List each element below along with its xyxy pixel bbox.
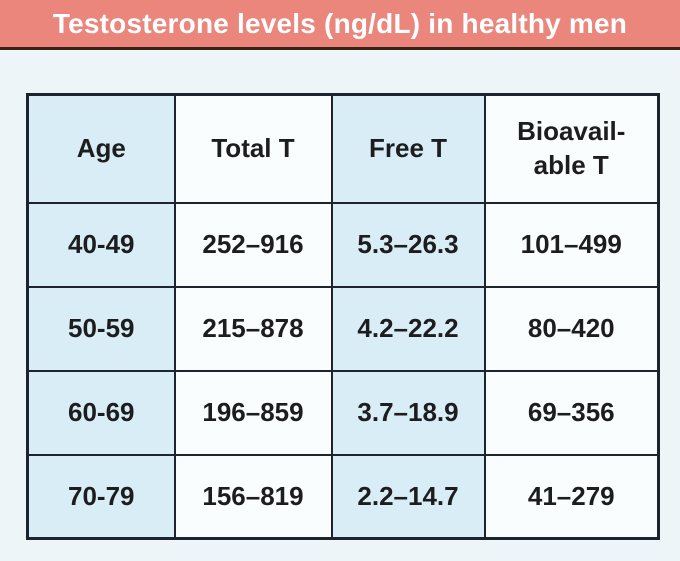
column-header-bioavailable-t: Bioavail- able T: [483, 93, 660, 204]
column-header-age: Age: [26, 93, 176, 204]
cell-free-t: 4.2–22.2: [330, 285, 486, 372]
cell-bioavailable-t: 101–499: [483, 201, 660, 288]
table-row: 70-79 156–819 2.2–14.7 41–279: [26, 453, 660, 540]
cell-total-t: 156–819: [173, 453, 333, 540]
cell-bioavailable-t: 80–420: [483, 285, 660, 372]
cell-free-t: 5.3–26.3: [330, 201, 486, 288]
cell-total-t: 215–878: [173, 285, 333, 372]
cell-age: 60-69: [26, 369, 176, 456]
table-row: 60-69 196–859 3.7–18.9 69–356: [26, 369, 660, 456]
cell-age: 40-49: [26, 201, 176, 288]
cell-bioavailable-t: 69–356: [483, 369, 660, 456]
cell-bioavailable-t: 41–279: [483, 453, 660, 540]
column-header-free-t: Free T: [330, 93, 486, 204]
cell-age: 70-79: [26, 453, 176, 540]
cell-free-t: 2.2–14.7: [330, 453, 486, 540]
cell-age: 50-59: [26, 285, 176, 372]
table-row: 50-59 215–878 4.2–22.2 80–420: [26, 285, 660, 372]
title-bar: Testosterone levels (ng/dL) in healthy m…: [0, 0, 680, 50]
cell-total-t: 252–916: [173, 201, 333, 288]
testosterone-levels-table: Age Total T Free T Bioavail- able T 40-4…: [26, 93, 660, 540]
header-row: Age Total T Free T Bioavail- able T: [26, 93, 660, 204]
infographic-page: Testosterone levels (ng/dL) in healthy m…: [0, 0, 680, 540]
cell-free-t: 3.7–18.9: [330, 369, 486, 456]
cell-total-t: 196–859: [173, 369, 333, 456]
table-container: Age Total T Free T Bioavail- able T 40-4…: [26, 93, 660, 540]
column-header-total-t: Total T: [173, 93, 333, 204]
table-row: 40-49 252–916 5.3–26.3 101–499: [26, 201, 660, 288]
page-title: Testosterone levels (ng/dL) in healthy m…: [52, 7, 628, 39]
